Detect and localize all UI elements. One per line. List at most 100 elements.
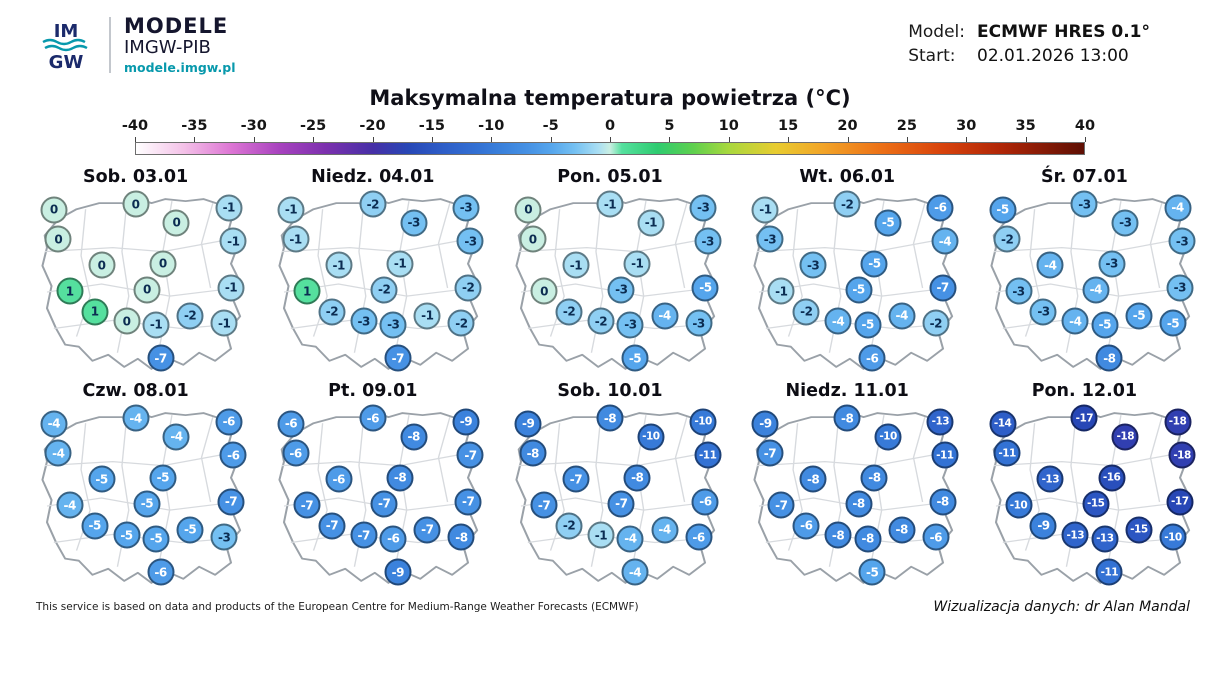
panel-day-title: Niedz. 04.01: [311, 167, 435, 187]
temp-bubble: -2: [555, 298, 583, 326]
temp-bubble: -3: [456, 227, 484, 255]
temp-bubble: -8: [623, 464, 651, 492]
temp-bubble: -4: [162, 423, 190, 451]
temp-bubble: -4: [40, 410, 68, 438]
temp-bubble: -3: [400, 209, 428, 237]
temp-bubble: -3: [607, 276, 635, 304]
forecast-day-panel: Wt. 06.01 -1 -2 -5 -6 -4 -3 -3 -5 -1 -5 -7 -2 -4 -5 -4…: [734, 163, 961, 377]
temp-bubble: -3: [694, 227, 722, 255]
temp-bubble: -8: [888, 516, 916, 544]
panel-day-title: Pon. 05.01: [557, 167, 663, 187]
temp-bubble: -8: [1095, 344, 1123, 372]
temp-bubble: -15: [1125, 516, 1153, 544]
temp-bubble: 1: [56, 277, 84, 305]
temp-bubble: -6: [219, 441, 247, 469]
temp-bubble: -4: [651, 516, 679, 544]
panel-day-title: Czw. 08.01: [82, 381, 189, 401]
forecast-day-panel: Niedz. 04.01 -1 -2 -3 -3 -3 -1 -1 -1 1 -2 -2 -2 -3 -3…: [259, 163, 486, 377]
temp-bubble: 0: [530, 277, 558, 305]
temp-bubble: -4: [56, 491, 84, 519]
temp-bubble: -7: [350, 521, 378, 549]
colorbar-tick-label: -35: [181, 118, 208, 134]
temp-bubble: -9: [751, 410, 779, 438]
temp-bubble: -6: [858, 344, 886, 372]
colorbar: -40 -35 -30 -25 -20 -15 -10 -5 0 5 10 15 20 25 30 35 40: [122, 118, 1095, 155]
temp-bubble: -13: [1091, 525, 1119, 553]
temp-bubble: 0: [162, 209, 190, 237]
temp-bubble: -7: [217, 488, 245, 516]
temp-bubble: -6: [922, 523, 950, 551]
footer-visualization-credit: Wizualizacja danych: dr Alan Mandal: [933, 599, 1190, 615]
temp-bubble: -3: [452, 194, 480, 222]
temp-bubble: -5: [149, 464, 177, 492]
temp-bubble: 0: [514, 196, 542, 224]
colorbar-tick-mark: [788, 137, 790, 142]
temp-bubble: -5: [133, 490, 161, 518]
map-area: -14 -17 -18 -18 -18 -11 -13 -16 -10 -15 -17 -9 -13 -1…: [971, 404, 1198, 591]
temp-bubble: -9: [1029, 512, 1057, 540]
map-area: -9 -8 -10 -10 -11 -8 -7 -8 -7 -7 -6 -2 -1 -4 -4 -6 -4: [496, 404, 723, 591]
page-header: IM GW MODELE IMGW-PIB modele.imgw.pl Mod…: [0, 0, 1220, 86]
temp-bubble: -4: [1082, 276, 1110, 304]
colorbar-tick-mark: [1025, 137, 1027, 142]
panel-day-title: Pon. 12.01: [1031, 381, 1138, 401]
temp-bubble: -1: [277, 196, 305, 224]
temp-bubble: -5: [81, 512, 109, 540]
temp-bubble: -4: [44, 439, 72, 467]
temp-bubble: -1: [596, 190, 624, 218]
temp-bubble: -1: [562, 251, 590, 279]
temp-bubble: -3: [1005, 277, 1032, 305]
temp-bubble: -5: [1125, 302, 1153, 330]
temp-bubble: -2: [370, 276, 398, 304]
colorbar-tick-mark: [966, 137, 968, 142]
temp-bubble: -8: [386, 464, 414, 492]
temp-bubble: -4: [651, 302, 679, 330]
temp-bubble: -3: [210, 523, 238, 551]
temp-bubble: -6: [277, 410, 305, 438]
temp-bubble: -1: [751, 196, 779, 224]
temp-bubble: -3: [1070, 190, 1098, 218]
temp-bubble: -8: [833, 404, 861, 432]
temp-bubble: 0: [149, 250, 177, 278]
temp-bubble: -7: [456, 441, 484, 469]
temp-bubble: -13: [926, 408, 954, 436]
temp-bubble: -8: [447, 523, 475, 551]
colorbar-tick-mark: [1085, 137, 1086, 142]
colorbar-tick-marks: [135, 137, 1086, 142]
page-footer: This service is based on data and produc…: [0, 591, 1220, 615]
panel-day-title: Niedz. 11.01: [785, 381, 909, 401]
temp-bubble: -7: [370, 490, 398, 518]
model-info: Model: ECMWF HRES 0.1° Start: 02.01.2026…: [908, 22, 1150, 66]
brand-site-link[interactable]: modele.imgw.pl: [124, 59, 236, 75]
panel-day-title: Śr. 07.01: [1040, 167, 1128, 187]
forecast-day-panel: Śr. 07.01 -5 -3 -3 -4 -3 -2 -4 -3 -3 -4 -3 -3 -4 -5 -5…: [971, 163, 1198, 377]
colorbar-tick-label: -20: [359, 118, 386, 134]
temp-bubble: -1: [215, 194, 243, 222]
temp-bubble: -5: [989, 196, 1017, 224]
brand-text: MODELE IMGW-PIB modele.imgw.pl: [124, 14, 236, 75]
temp-bubble: -7: [530, 491, 558, 519]
temp-bubble: -6: [325, 465, 353, 493]
temp-bubble: -1: [767, 277, 795, 305]
temp-bubble: -8: [824, 521, 852, 549]
temp-bubble: -15: [1082, 490, 1110, 518]
temp-bubble: -3: [1111, 209, 1139, 237]
temp-bubble: -11: [993, 439, 1021, 467]
temp-bubble: -7: [384, 344, 412, 372]
map-area: -6 -6 -8 -9 -7 -6 -6 -8 -7 -7 -7 -7 -7 -6 -7 -8 -9: [259, 404, 486, 591]
temp-bubble: -8: [596, 404, 624, 432]
temp-bubble: -1: [587, 521, 615, 549]
temp-bubble: -1: [325, 251, 353, 279]
panel-day-title: Pt. 09.01: [328, 381, 418, 401]
brand-name: MODELE: [124, 14, 229, 38]
temp-bubble: -11: [1095, 558, 1123, 586]
colorbar-tick-label: 10: [718, 118, 739, 134]
temp-bubble: -5: [621, 344, 649, 372]
temp-bubble: -7: [562, 465, 590, 493]
colorbar-tick-mark: [669, 137, 671, 142]
map-area: 0 0 0 -1 -1 0 0 0 1 0 -1 1 0 -1 -2 -1 -7: [22, 190, 249, 377]
temp-bubble: 1: [81, 298, 109, 326]
temp-bubble: -10: [689, 408, 717, 436]
temp-bubble: -11: [694, 441, 722, 469]
colorbar-gradient: [135, 142, 1085, 155]
